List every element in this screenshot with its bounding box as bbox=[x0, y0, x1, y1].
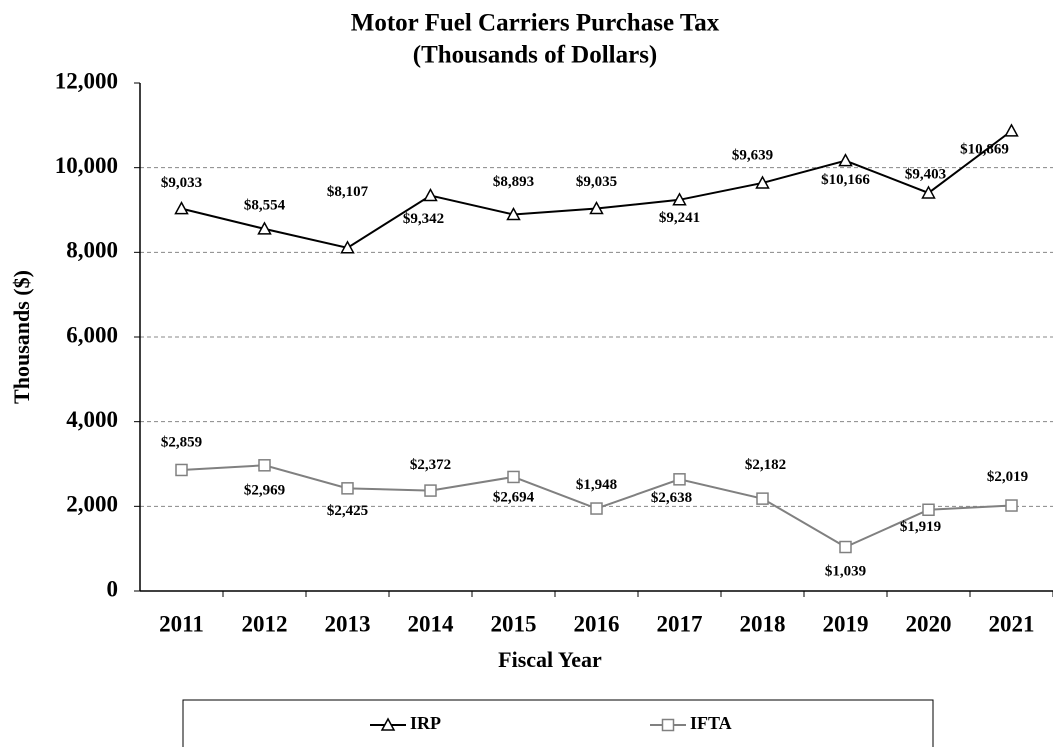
data-point bbox=[174, 201, 189, 215]
data-point bbox=[258, 459, 271, 472]
x-tick-label: 2013 bbox=[325, 611, 371, 636]
data-point bbox=[839, 540, 852, 554]
x-tick-label: 2011 bbox=[159, 611, 204, 636]
x-tick-label: 2012 bbox=[242, 611, 288, 636]
data-label: $9,241 bbox=[659, 210, 700, 226]
data-point bbox=[590, 502, 603, 515]
chart-title: (Thousands of Dollars) bbox=[413, 42, 658, 69]
y-tick-label: 8,000 bbox=[66, 238, 118, 263]
legend-marker bbox=[380, 717, 396, 731]
y-tick-label: 6,000 bbox=[66, 322, 118, 347]
x-tick-label: 2014 bbox=[408, 611, 455, 636]
data-label: $10,166 bbox=[821, 172, 870, 188]
legend-marker bbox=[661, 718, 675, 732]
data-point bbox=[507, 470, 520, 484]
data-point bbox=[838, 153, 853, 167]
y-tick-label: 10,000 bbox=[55, 153, 118, 178]
data-label: $10,869 bbox=[960, 141, 1009, 157]
data-point bbox=[1005, 499, 1018, 512]
data-label: $9,639 bbox=[732, 147, 773, 163]
data-label: $8,893 bbox=[493, 174, 534, 190]
x-tick-label: 2019 bbox=[823, 611, 869, 636]
x-tick-label: 2017 bbox=[657, 611, 703, 636]
data-label: $8,554 bbox=[244, 197, 286, 213]
data-point bbox=[922, 503, 935, 517]
data-point bbox=[673, 473, 686, 486]
data-label: $2,182 bbox=[745, 457, 786, 473]
data-label: $2,694 bbox=[493, 489, 535, 505]
data-point bbox=[755, 175, 770, 189]
data-label: $2,372 bbox=[410, 457, 451, 473]
x-tick-label: 2015 bbox=[491, 611, 537, 636]
data-label: $1,919 bbox=[900, 519, 941, 535]
data-label: $2,425 bbox=[327, 503, 368, 519]
data-label: $2,859 bbox=[161, 434, 202, 450]
data-point bbox=[423, 187, 438, 202]
x-tick-label: 2016 bbox=[574, 611, 620, 636]
data-point bbox=[921, 185, 936, 199]
y-tick-label: 12,000 bbox=[55, 68, 118, 93]
data-point bbox=[756, 492, 769, 505]
data-point bbox=[672, 192, 687, 206]
x-tick-label: 2018 bbox=[740, 611, 786, 636]
data-point bbox=[341, 482, 354, 495]
chart-title: Motor Fuel Carriers Purchase Tax bbox=[351, 10, 720, 37]
legend-box bbox=[182, 699, 934, 747]
data-point bbox=[424, 484, 437, 497]
x-tick-label: 2020 bbox=[906, 611, 952, 636]
data-label: $2,019 bbox=[987, 469, 1028, 485]
x-tick-label: 2021 bbox=[989, 611, 1035, 636]
x-axis-title: Fiscal Year bbox=[498, 647, 602, 672]
data-point bbox=[340, 240, 355, 254]
data-point bbox=[257, 221, 272, 235]
data-point bbox=[589, 200, 604, 215]
data-point bbox=[175, 463, 188, 477]
data-label: $1,039 bbox=[825, 563, 866, 579]
legend-label: IFTA bbox=[690, 713, 732, 733]
data-label: $9,033 bbox=[161, 175, 202, 191]
legend-label: IRP bbox=[410, 713, 441, 733]
data-label: $1,948 bbox=[576, 477, 617, 493]
data-point bbox=[506, 206, 521, 221]
y-axis-title: Thousands ($) bbox=[9, 270, 34, 404]
data-label: $9,403 bbox=[905, 166, 946, 182]
data-label: $2,969 bbox=[244, 483, 285, 499]
y-tick-label: 2,000 bbox=[66, 492, 118, 517]
data-point bbox=[1004, 123, 1019, 137]
data-label: $2,638 bbox=[651, 490, 692, 506]
data-label: $9,035 bbox=[576, 174, 617, 190]
data-label: $8,107 bbox=[327, 184, 369, 200]
y-tick-label: 0 bbox=[107, 576, 119, 601]
y-tick-label: 4,000 bbox=[66, 407, 118, 432]
data-label: $9,342 bbox=[403, 211, 444, 227]
